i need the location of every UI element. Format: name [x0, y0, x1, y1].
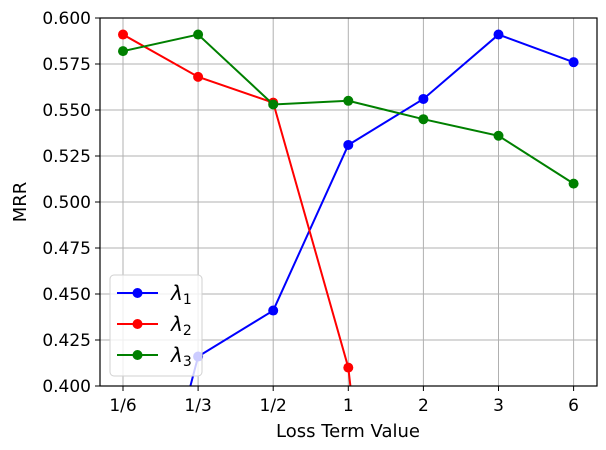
legend-marker: [132, 350, 143, 360]
data-point-2: [118, 29, 128, 40]
grid: [100, 17, 597, 387]
y-tick-label: 0.600: [42, 9, 91, 29]
legend-box: [109, 274, 203, 377]
y-tick-label: 0.550: [42, 101, 91, 121]
data-point-2: [193, 71, 204, 82]
data-point-3: [568, 178, 579, 189]
data-point-3: [418, 114, 429, 125]
y-tick-label: 0.425: [42, 331, 91, 351]
x-tick-label: 1/6: [109, 396, 136, 416]
y-tick-label: 0.450: [42, 285, 91, 305]
data-point-3: [343, 95, 354, 106]
data-point-3: [118, 46, 128, 57]
data-point-3: [193, 29, 204, 40]
y-tick-label: 0.400: [42, 377, 91, 397]
y-tick-label: 0.475: [42, 239, 91, 259]
axes: 1/6 1/3 1/2 1 2 3 6 0.400 0.425 0.450 0.475 0.500 0.…: [42, 9, 579, 416]
legend-marker: [132, 319, 143, 329]
data-point-1: [568, 57, 579, 68]
data-point-3: [268, 99, 279, 110]
data-point-3: [493, 130, 504, 141]
data-point-1: [268, 305, 279, 316]
y-tick-label: 0.500: [42, 193, 91, 213]
legend-marker: [132, 288, 143, 298]
series-line-1: [189, 33, 574, 386]
x-tick-label: 6: [568, 396, 579, 416]
x-tick-label: 1/3: [184, 396, 211, 416]
x-tick-label: 2: [418, 396, 429, 416]
data-point-1: [343, 139, 354, 150]
data-point-1: [418, 93, 429, 104]
x-axis-label: Loss Term Value: [276, 421, 420, 442]
x-tick-label: 3: [493, 396, 504, 416]
y-tick-label: 0.575: [42, 55, 91, 75]
data-point-1: [493, 29, 504, 40]
y-axis-label: MRR: [10, 182, 31, 223]
x-tick-label: 1: [343, 396, 354, 416]
x-tick-label: 1/2: [260, 396, 287, 416]
y-tick-label: 0.525: [42, 147, 91, 167]
data-point-2: [343, 362, 354, 373]
